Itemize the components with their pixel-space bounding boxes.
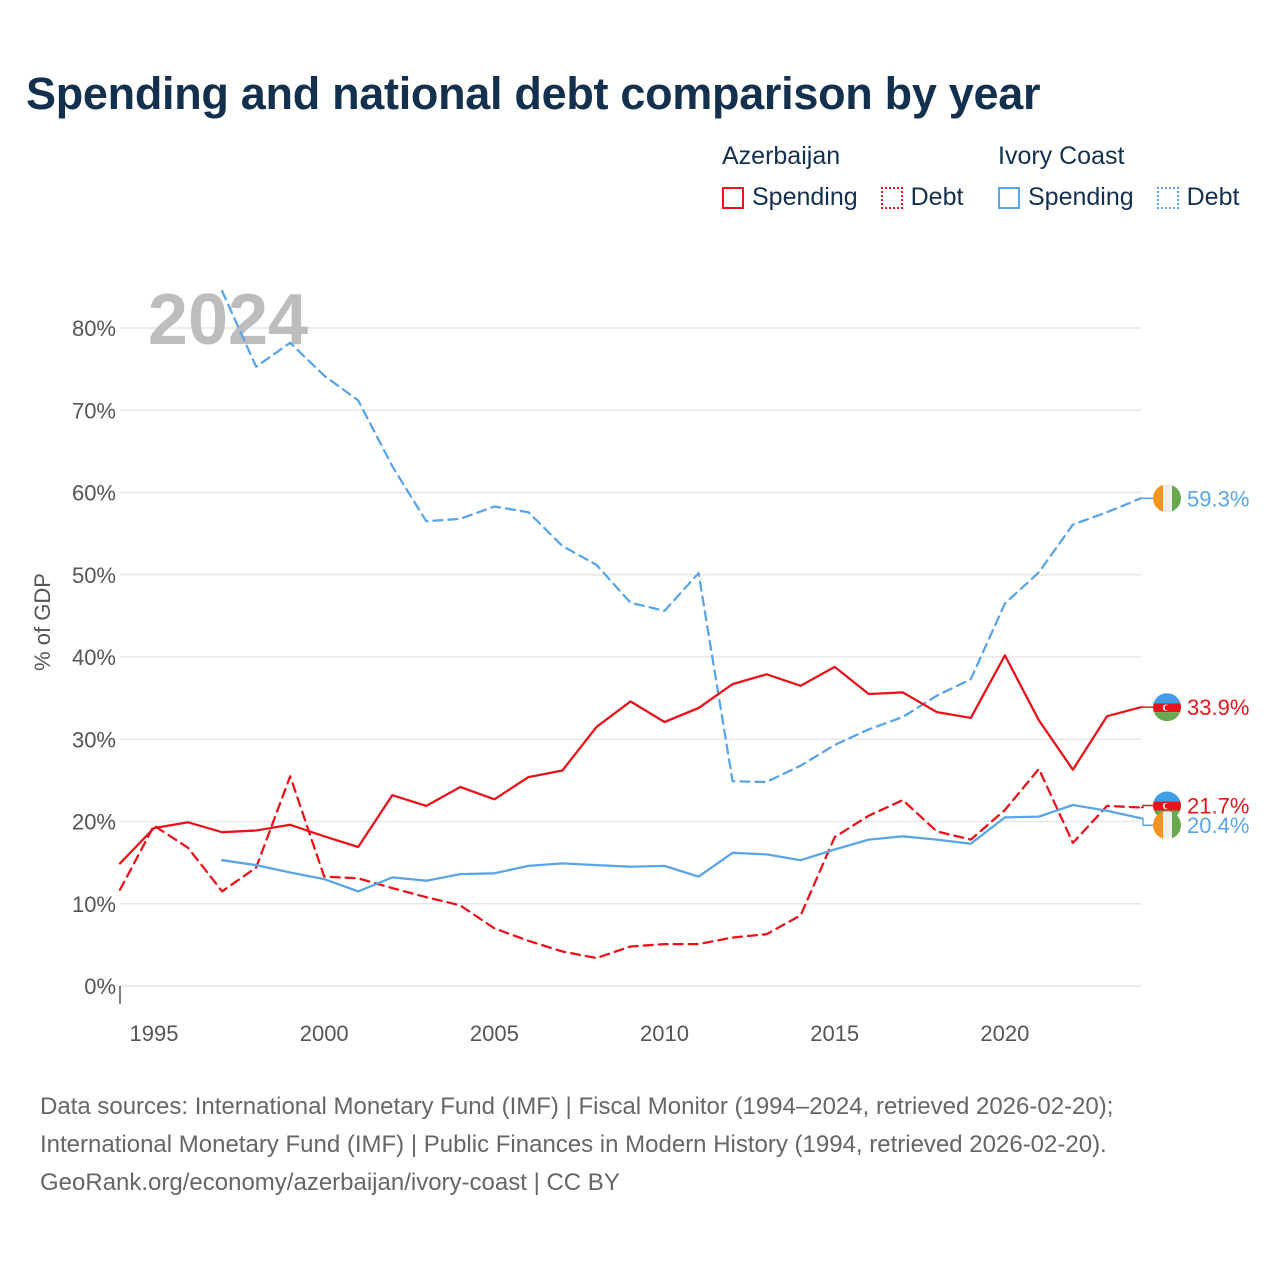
legend-ivory-coast-spending[interactable]: Spending (998, 183, 1134, 212)
end-value-label: 59.3% (1187, 486, 1249, 511)
ivory-coast-flag-icon (1153, 811, 1181, 840)
series-line-azerbaijan-spending[interactable] (118, 654, 1143, 865)
legend-azerbaijan-debt[interactable]: Debt (880, 183, 964, 212)
legend-swatch-dotted (880, 186, 903, 209)
x-axis: 1995 2000 2005 2010 2015 2020 (130, 1021, 1030, 1046)
footer-source-line-1: Data sources: International Monetary Fun… (40, 1093, 1114, 1120)
footer-link[interactable]: GeoRank.org/economy/azerbaijan/ivory-coa… (40, 1169, 620, 1196)
legend-swatch-solid (722, 186, 744, 209)
y-tick-label: 30% (72, 727, 116, 752)
x-tick-label: 2000 (300, 1021, 349, 1046)
series-line-azerbaijan-debt[interactable] (118, 767, 1143, 960)
end-label-connector (1141, 817, 1153, 826)
series-line-ivory-coast-debt[interactable] (220, 289, 1143, 784)
x-tick-label: 2020 (980, 1021, 1029, 1046)
footer-source-line-2: International Monetary Fund (IMF) | Publ… (40, 1131, 1107, 1158)
legend-swatch-solid (998, 186, 1020, 209)
y-tick-label: 70% (72, 398, 116, 423)
end-labels: 59.3% 33.9% 21.7%20.4% (1141, 484, 1249, 840)
footer: Data sources: International Monetary Fun… (40, 1088, 1260, 1202)
end-value-label: 33.9% (1187, 695, 1249, 720)
legend-item-label: Debt (910, 183, 964, 211)
end-label-connector (1141, 804, 1153, 809)
y-axis-label: % of GDP (30, 573, 55, 671)
legend-country-label: Azerbaijan (722, 142, 841, 170)
legend-swatch-dotted (1156, 186, 1179, 209)
legend-ivory-coast: Ivory Coast Spending Debt (998, 142, 1255, 216)
gridlines (119, 327, 1141, 1004)
y-tick-label: 40% (72, 645, 116, 670)
y-tick-label: 20% (72, 810, 116, 835)
x-tick-label: 2010 (640, 1021, 689, 1046)
end-value-label: 21.7% (1187, 794, 1249, 819)
y-tick-label: 60% (72, 481, 116, 506)
year-watermark: 2024 (148, 280, 308, 360)
legend-azerbaijan-spending[interactable]: Spending (722, 183, 858, 212)
x-tick-label: 2015 (810, 1021, 859, 1046)
legend-item-label: Spending (1028, 183, 1134, 211)
y-axis: 0% 10% 20% 30% 40% 50% 60% 70% 80% (72, 316, 116, 999)
azerbaijan-flag-icon (1153, 693, 1181, 722)
legend-item-label: Debt (1186, 183, 1240, 211)
y-tick-label: 80% (72, 316, 116, 341)
chart-title: Spending and national debt comparison by… (26, 68, 1041, 119)
y-tick-label: 50% (72, 563, 116, 588)
legend-azerbaijan: Azerbaijan Spending Debt (722, 142, 979, 216)
legend-country-label: Ivory Coast (998, 142, 1125, 170)
ivory-coast-flag-icon (1153, 484, 1181, 513)
x-tick-label: 2005 (470, 1021, 519, 1046)
y-tick-label: 10% (72, 892, 116, 917)
y-tick-label: 0% (84, 974, 116, 999)
series-line-ivory-coast-spending[interactable] (220, 803, 1143, 893)
x-tick-label: 1995 (130, 1021, 179, 1046)
line-chart: 2024 0% 10% 20% 30% 40% 50% 60% 70% 80% 1995 2000… (30, 280, 1249, 1046)
end-value-label: 20.4% (1187, 813, 1249, 838)
series (118, 289, 1143, 960)
legend-ivory-coast-debt[interactable]: Debt (1156, 183, 1240, 212)
legend-item-label: Spending (752, 183, 858, 211)
